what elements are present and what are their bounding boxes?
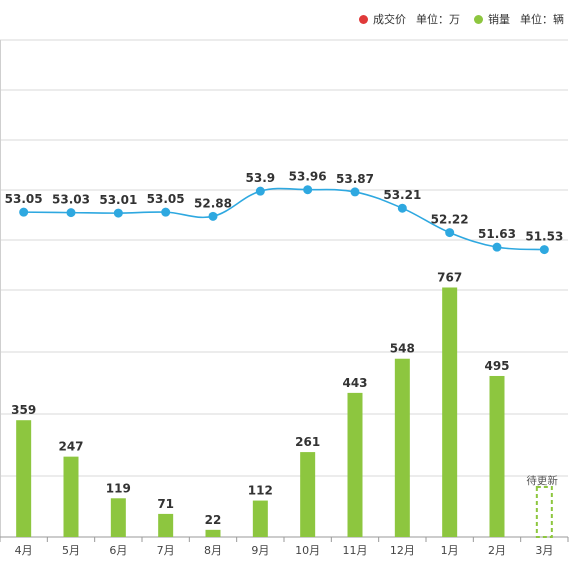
bar-value-label: 261 xyxy=(295,435,320,449)
price-value-label: 53.96 xyxy=(289,170,327,184)
bar-value-label: 548 xyxy=(390,342,415,356)
x-tick-label: 7月 xyxy=(157,544,175,557)
x-tick-label: 5月 xyxy=(62,544,80,557)
price-value-label: 53.03 xyxy=(52,193,90,207)
price-point xyxy=(445,228,455,238)
x-tick-label: 11月 xyxy=(343,544,368,557)
price-value-label: 52.22 xyxy=(431,213,469,227)
bar-value-label: 71 xyxy=(157,497,174,511)
price-point xyxy=(161,207,171,217)
price-value-label: 53.21 xyxy=(383,188,421,202)
x-tick-label: 9月 xyxy=(251,544,269,557)
bar-value-label: 443 xyxy=(342,376,367,390)
price-point xyxy=(492,242,502,252)
price-value-label: 51.63 xyxy=(478,227,516,241)
bar xyxy=(394,358,410,537)
price-value-label: 51.53 xyxy=(525,230,563,244)
price-value-label: 53.01 xyxy=(99,193,137,207)
bar-value-label: 495 xyxy=(484,359,509,373)
x-tick-label: 8月 xyxy=(204,544,222,557)
price-point xyxy=(66,208,76,218)
price-point xyxy=(397,203,407,213)
price-value-label: 53.05 xyxy=(5,192,43,206)
x-tick-label: 4月 xyxy=(15,544,33,557)
x-tick-label: 12月 xyxy=(390,544,415,557)
bar-value-label: 359 xyxy=(11,403,36,417)
price-value-label: 52.88 xyxy=(194,196,232,210)
pending-update-label: 待更新 xyxy=(526,475,558,487)
x-tick-label: 10月 xyxy=(295,544,320,557)
legend-sales-label: 销量 xyxy=(488,13,510,26)
price-point xyxy=(255,186,265,196)
price-value-label: 53.9 xyxy=(246,171,276,185)
x-tick-label: 1月 xyxy=(441,544,459,557)
bar xyxy=(252,500,268,537)
price-point xyxy=(350,187,360,197)
legend-price-unit: 单位：万 xyxy=(416,13,460,26)
x-tick-label: 6月 xyxy=(109,544,127,557)
bar-value-label: 767 xyxy=(437,270,462,284)
price-point xyxy=(303,185,313,195)
bar xyxy=(489,375,505,537)
price-point xyxy=(208,211,218,221)
legend-item-price[interactable]: 成交价 单位：万 xyxy=(359,11,460,27)
price-point xyxy=(539,245,549,255)
bar-pending xyxy=(535,486,553,538)
x-tick-label: 2月 xyxy=(488,544,506,557)
bar-value-label: 247 xyxy=(58,440,83,454)
bar-value-label: 112 xyxy=(248,484,273,498)
legend-item-sales[interactable]: 销量 单位：辆 xyxy=(474,11,564,27)
legend-price-label: 成交价 xyxy=(373,13,406,26)
bar-value-label: 119 xyxy=(106,481,131,495)
price-point xyxy=(19,207,29,217)
price-value-label: 53.05 xyxy=(147,192,185,206)
legend-sales-unit: 单位：辆 xyxy=(520,13,564,26)
bar xyxy=(110,498,126,537)
price-value-label: 53.87 xyxy=(336,172,374,186)
bar xyxy=(158,513,174,537)
price-point xyxy=(113,208,123,218)
bar-value-label: 22 xyxy=(205,513,222,527)
bar xyxy=(63,456,79,537)
bar xyxy=(16,420,32,537)
bar xyxy=(300,452,316,537)
bar xyxy=(347,392,363,537)
bar xyxy=(442,287,458,537)
bar xyxy=(205,529,221,537)
x-tick-label: 3月 xyxy=(535,544,553,557)
legend-price-dot xyxy=(359,14,368,24)
chart-legend: 成交价 单位：万 销量 单位：辆 xyxy=(345,8,564,30)
legend-sales-dot xyxy=(474,14,483,24)
